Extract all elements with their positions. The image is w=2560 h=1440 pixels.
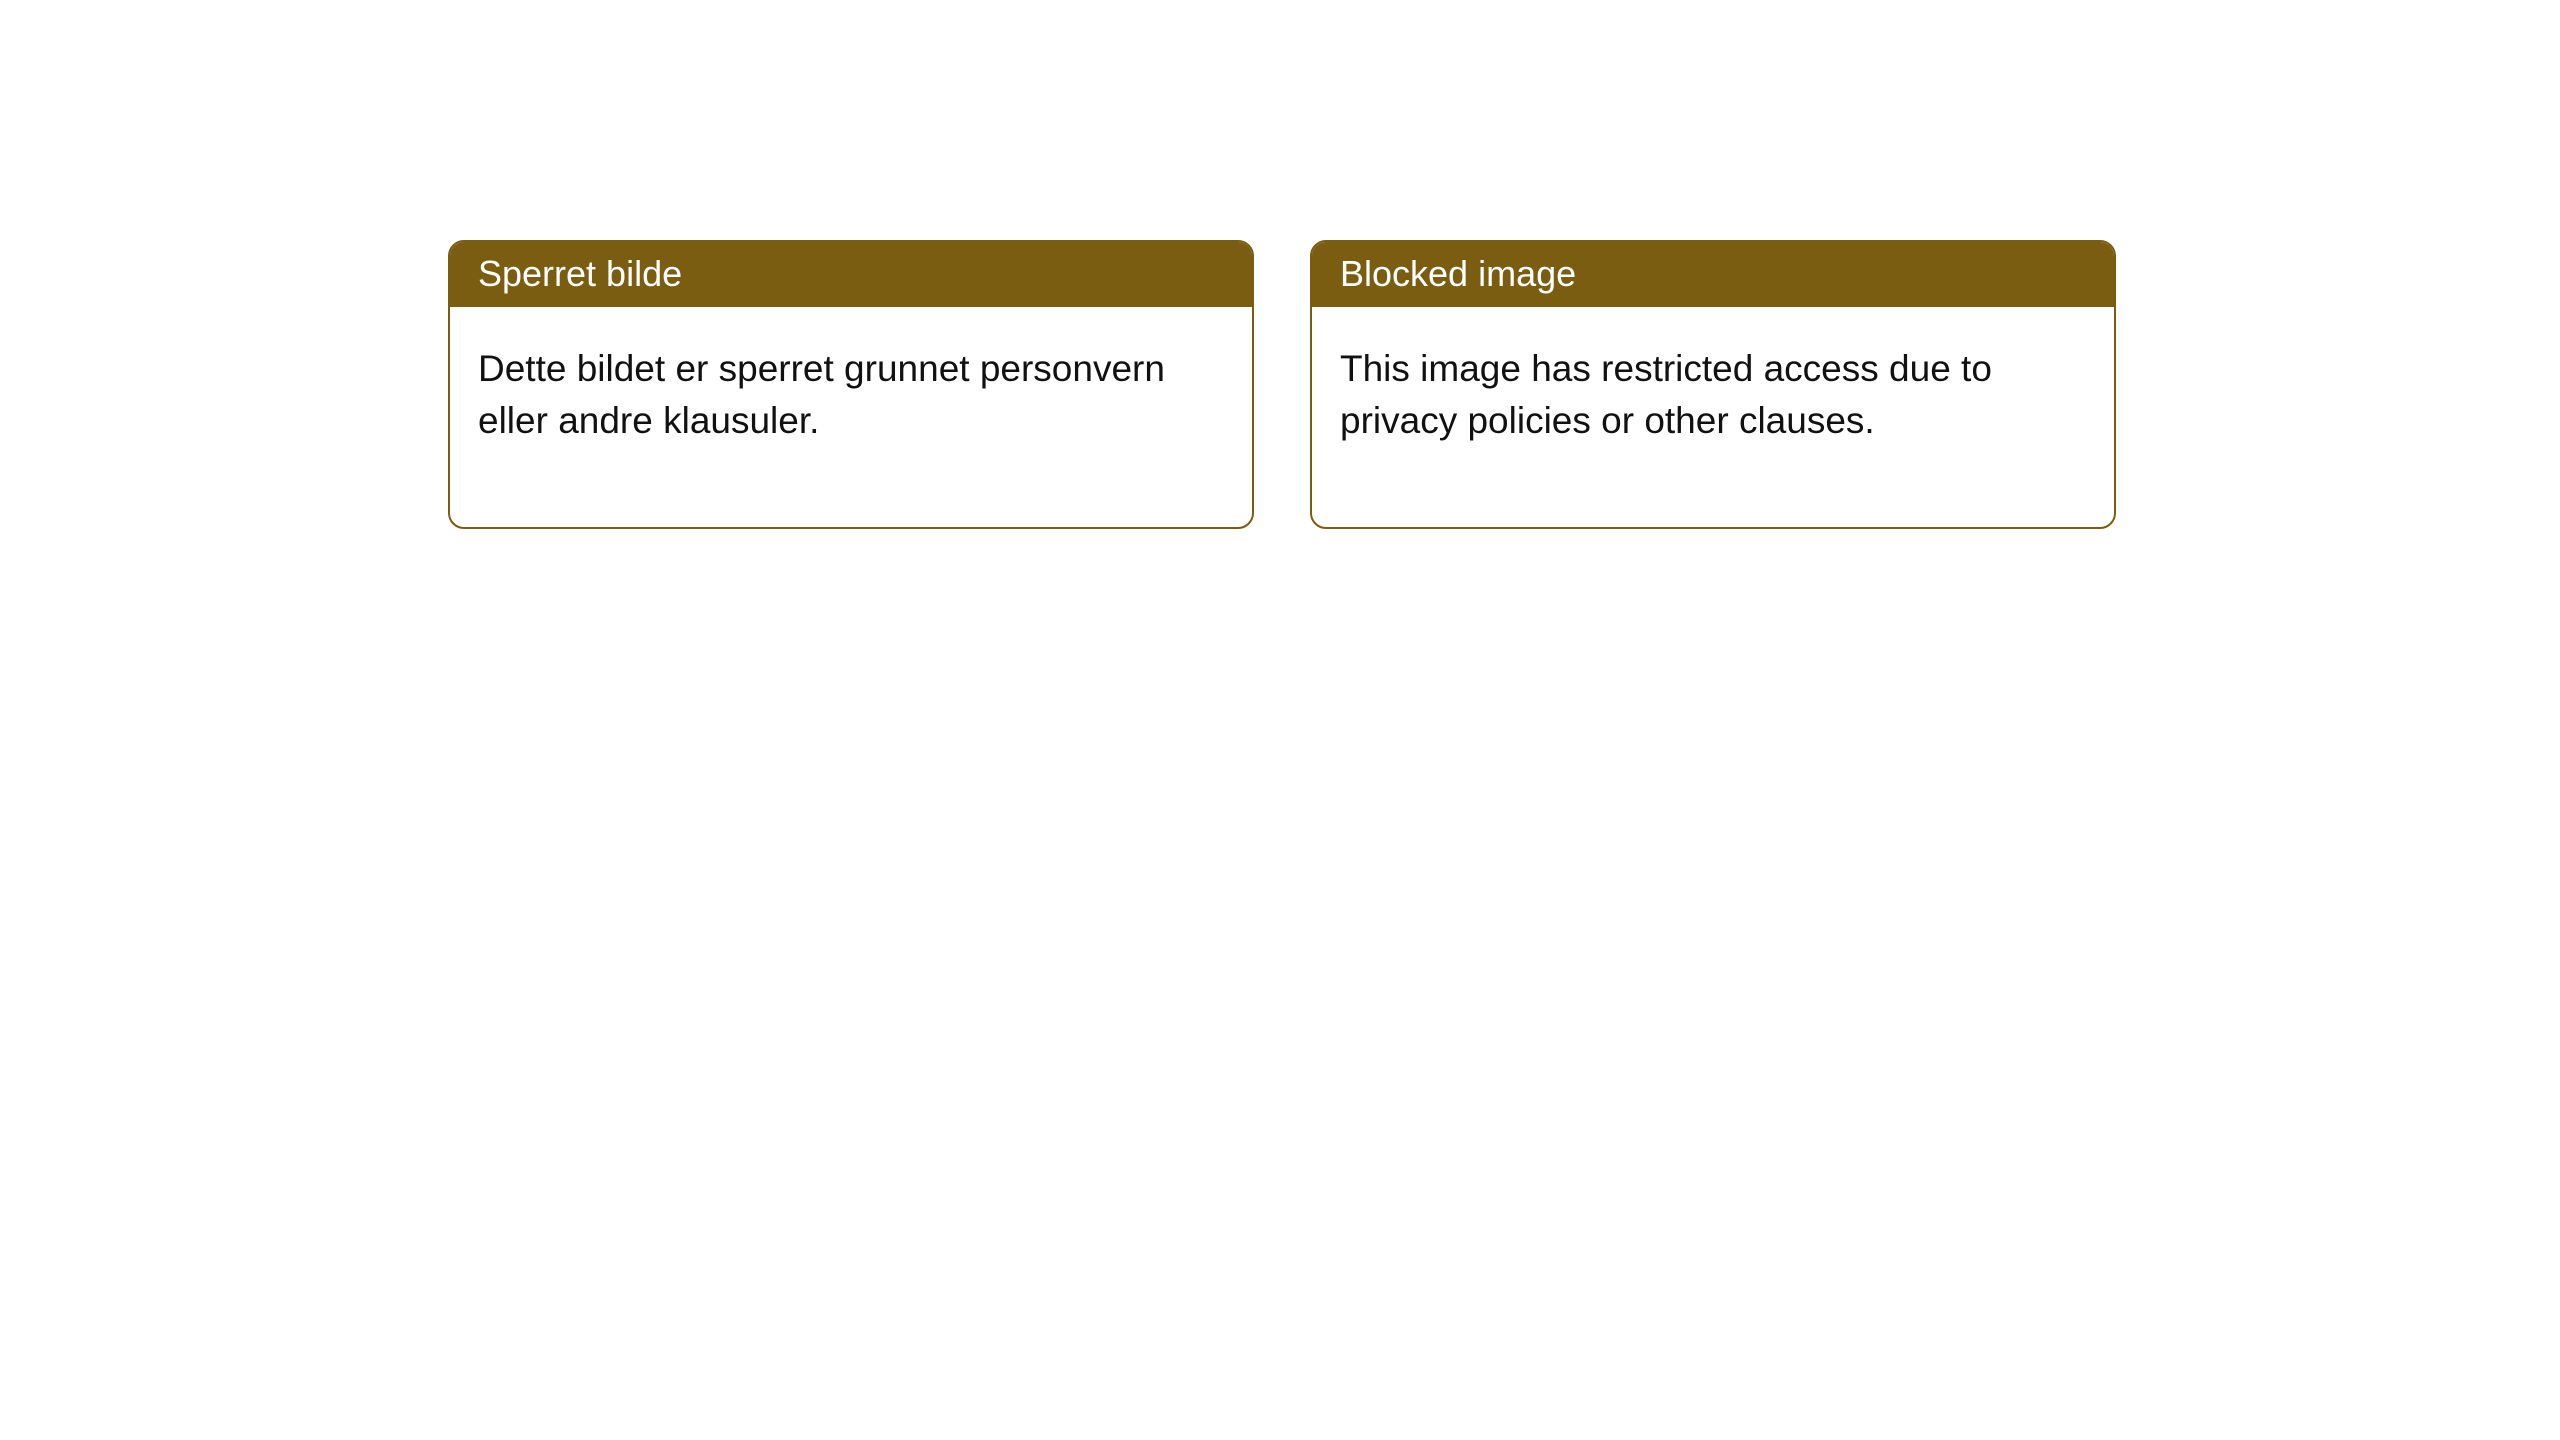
notice-container: Sperret bilde Dette bildet er sperret gr… xyxy=(448,240,2116,529)
notice-title-english: Blocked image xyxy=(1312,242,2114,307)
notice-body-english: This image has restricted access due to … xyxy=(1312,307,2114,527)
notice-card-norwegian: Sperret bilde Dette bildet er sperret gr… xyxy=(448,240,1254,529)
notice-body-norwegian: Dette bildet er sperret grunnet personve… xyxy=(450,307,1252,527)
notice-card-english: Blocked image This image has restricted … xyxy=(1310,240,2116,529)
notice-title-norwegian: Sperret bilde xyxy=(450,242,1252,307)
